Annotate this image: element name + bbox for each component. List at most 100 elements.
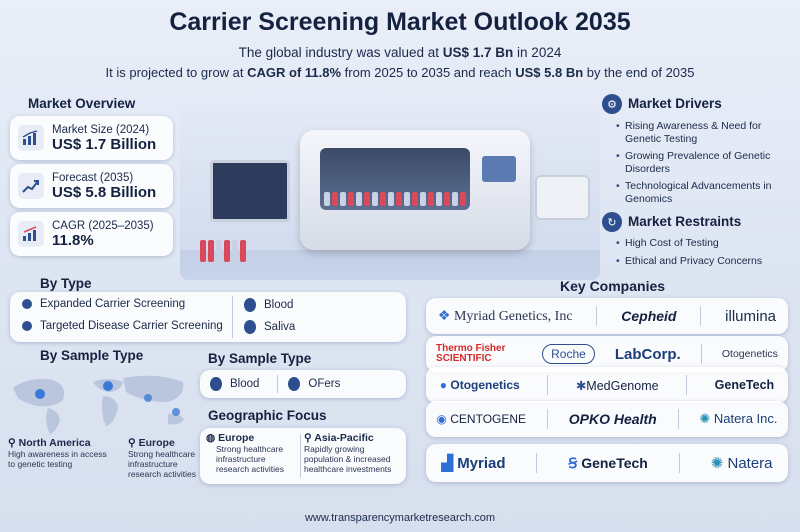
region-name: ◍ Europe xyxy=(206,432,300,444)
divider xyxy=(678,453,680,473)
region-label: North America xyxy=(18,437,91,449)
divider xyxy=(277,375,279,393)
by-sample-right-title: By Sample Type xyxy=(208,351,312,366)
globe-icon: ◍ xyxy=(206,432,216,444)
blood-tube-icon xyxy=(210,377,222,391)
by-type-title: By Type xyxy=(40,276,92,291)
by-sample-left-title: By Sample Type xyxy=(40,348,144,363)
company-logo-centogene: ◉ CENTOGENE xyxy=(436,412,526,426)
company-logo-genetech: GeneTech xyxy=(714,378,775,392)
growth-chart-icon xyxy=(18,221,44,247)
divider xyxy=(546,409,548,429)
company-logo-otogenetics-2: ● Otogenetics xyxy=(440,378,520,392)
company-logo-myriad-genetics: ❖ Myriad Genetics, Inc xyxy=(438,308,573,325)
pin-icon: ⚲ xyxy=(128,437,136,449)
footer-url[interactable]: www.transparencymarketresearch.com xyxy=(304,512,496,524)
region-desc: Strong healthcare infrastructure researc… xyxy=(128,449,197,479)
subtitle-2-pre: It is projected to grow at xyxy=(105,65,248,80)
refresh-icon: ↻ xyxy=(602,212,622,232)
geo-card: ◍ Europe Strong healthcare infrastructur… xyxy=(200,428,406,484)
bar-chart-icon xyxy=(18,125,44,151)
natera-mark-icon: ✺ xyxy=(699,411,711,426)
stat-label: Market Size (2024) xyxy=(52,123,150,136)
myriad-mark-icon: ▟ xyxy=(441,455,454,472)
region-label: Asia-Pacific xyxy=(314,432,374,444)
saliva-tube-icon xyxy=(288,377,301,391)
type-label: Targeted Disease Carrier Screening xyxy=(40,320,223,332)
companies-title: Key Companies xyxy=(560,278,666,294)
lab-bench xyxy=(180,250,600,280)
stat-value: US$ 1.7 Billion xyxy=(52,135,157,153)
divider xyxy=(700,344,702,364)
drivers-header: ⚙ Market Drivers xyxy=(602,94,722,114)
company-row: ● Otogenetics ✱MedGenome GeneTech xyxy=(426,367,788,403)
subtitle-2-cagr: CAGR of 11.8% xyxy=(247,65,342,80)
stat-label: Forecast (2035) xyxy=(52,171,134,184)
test-tube-rack-icon xyxy=(200,240,250,262)
company-row: Thermo Fisher SCIENTIFIC Roche LabCorp. … xyxy=(426,336,788,372)
stat-value: US$ 5.8 Billion xyxy=(52,183,157,201)
region-desc: Strong healthcare infrastructure researc… xyxy=(216,444,285,474)
subtitle-2-value: US$ 5.8 Bn xyxy=(515,65,584,80)
company-logo-medgenome: ✱MedGenome xyxy=(576,378,659,393)
small-device-icon xyxy=(535,175,590,220)
subtitle-2-post: by the end of 2035 xyxy=(583,65,695,80)
drivers-list: Rising Awareness & Need for Genetic Test… xyxy=(616,120,788,210)
gear-icon: ⚙ xyxy=(602,94,622,114)
analyzer-machine-icon xyxy=(300,130,530,250)
stat-market-size: Market Size (2024) US$ 1.7 Billion xyxy=(10,116,173,160)
divider xyxy=(547,375,549,395)
region-desc: High awareness in access to genetic test… xyxy=(8,449,107,469)
driver-item: Growing Prevalence of Genetic Disorders xyxy=(616,150,788,175)
type-item: Targeted Disease Carrier Screening xyxy=(22,320,223,332)
company-logo-cepheid: Cepheid xyxy=(621,308,677,324)
driver-item: Technological Advancements in Genomics xyxy=(616,180,788,205)
driver-item: Rising Awareness & Need for Genetic Test… xyxy=(616,120,788,145)
company-name: Natera Inc. xyxy=(713,411,778,426)
sample-item: Blood xyxy=(244,298,293,312)
company-logo-genetech-2: Ꞩ GeneTech xyxy=(568,455,647,472)
restraints-list: High Cost of Testing Ethical and Privacy… xyxy=(616,237,788,272)
company-name: Myriad Genetics, Inc xyxy=(453,308,573,324)
stat-label: CAGR (2025–2035) xyxy=(52,219,154,232)
company-row: ▟ Myriad Ꞩ GeneTech ✺ Natera xyxy=(426,444,788,482)
divider xyxy=(536,453,538,473)
stat-forecast: Forecast (2035) US$ 5.8 Billion xyxy=(10,164,173,208)
company-logo-myriad: ▟ Myriad xyxy=(441,454,505,472)
divider xyxy=(677,409,679,429)
region-desc: Rapidly growing population & increased h… xyxy=(304,444,392,474)
overview-title: Market Overview xyxy=(28,96,136,111)
restraints-title: Market Restraints xyxy=(628,214,742,230)
company-logo-illumina: illumina xyxy=(725,307,777,325)
bullet-dot-icon xyxy=(22,299,32,309)
company-row: ◉ CENTOGENE OPKO Health ✺ Natera Inc. xyxy=(426,401,788,437)
restraints-header: ↻ Market Restraints xyxy=(602,212,741,232)
myriad-mark-icon: ❖ xyxy=(437,308,451,324)
stat-cagr: CAGR (2025–2035) 11.8% xyxy=(10,212,173,256)
company-name: Otogenetics xyxy=(450,378,520,392)
region-name: ⚲ Asia-Pacific xyxy=(304,432,402,444)
sample-label: Blood xyxy=(230,378,260,390)
geo-title: Geographic Focus xyxy=(208,408,327,423)
blood-drop-icon xyxy=(244,298,256,312)
subtitle-1-pre: The global industry was valued at xyxy=(238,45,443,60)
world-map-icon xyxy=(8,368,198,438)
centogene-mark-icon: ◉ xyxy=(436,412,447,426)
medgenome-mark-icon: ✱ xyxy=(575,378,587,393)
region-label: Europe xyxy=(218,432,255,444)
type-item: Expanded Carrier Screening xyxy=(22,298,185,310)
type-label: Expanded Carrier Screening xyxy=(40,298,186,310)
subtitle-1-value: US$ 1.7 Bn xyxy=(442,45,514,60)
subtitle-line-2: It is projected to grow at CAGR of 11.8%… xyxy=(0,65,800,80)
natera-mark-icon: ✺ xyxy=(710,455,724,472)
divider xyxy=(686,375,688,395)
sample-item: Saliva xyxy=(244,320,295,334)
company-name: MedGenome xyxy=(586,378,659,393)
subtitle-2-mid: from 2025 to 2035 and reach xyxy=(341,65,516,80)
company-name: CENTOGENE xyxy=(450,412,527,426)
company-logo-natera: ✺ Natera Inc. xyxy=(699,411,777,427)
stat-value: 11.8% xyxy=(52,231,94,249)
drivers-title: Market Drivers xyxy=(628,96,722,112)
region-north-america: ⚲ North America High awareness in access… xyxy=(8,437,108,469)
pin-icon: ⚲ xyxy=(304,432,312,444)
